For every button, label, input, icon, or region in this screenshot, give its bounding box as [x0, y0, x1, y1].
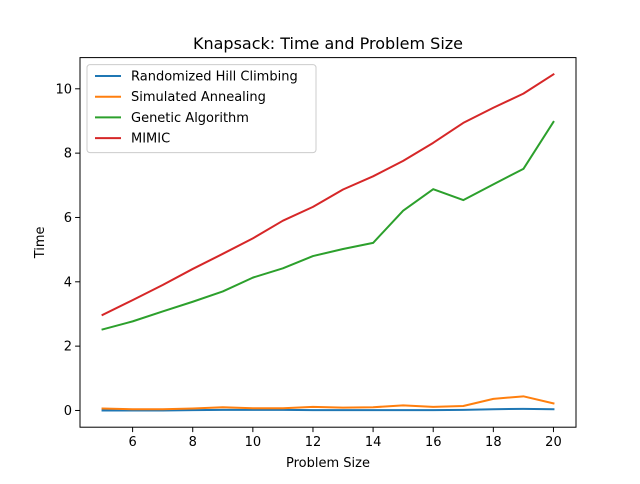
legend-label-0: Randomized Hill Climbing: [131, 70, 298, 85]
y-tick-label: 8: [64, 147, 72, 162]
x-tick-label: 12: [305, 435, 322, 450]
series-line-3: [101, 72, 555, 317]
series-line-0: [101, 407, 555, 412]
y-tick-label: 4: [64, 275, 72, 290]
x-tick-label: 10: [245, 435, 262, 450]
y-axis-ticks: 0 2 4 6 8 10: [55, 82, 80, 419]
series-line-2: [101, 120, 555, 331]
x-tick-label: 18: [485, 435, 502, 450]
legend-label-1: Simulated Annealing: [131, 90, 266, 105]
y-tick-label: 2: [64, 340, 72, 355]
series-line-1: [101, 395, 555, 411]
x-axis-label: Problem Size: [286, 456, 370, 471]
x-axis-ticks: 6 8 10 12 14 16 18 20: [128, 427, 562, 450]
y-tick-label: 10: [55, 82, 72, 97]
legend: Randomized Hill Climbing Simulated Anneal…: [86, 64, 317, 154]
y-axis-label: Time: [33, 226, 48, 259]
x-tick-label: 14: [365, 435, 382, 450]
x-tick-label: 8: [189, 435, 197, 450]
plot-area: 6 8 10 12 14 16 18 20 0 2 4 6 8 10: [55, 57, 577, 450]
legend-box: [86, 64, 317, 154]
chart-title: Knapsack: Time and Problem Size: [193, 34, 463, 53]
legend-label-3: MIMIC: [131, 132, 170, 147]
x-tick-label: 16: [425, 435, 442, 450]
series-layer: [101, 72, 555, 412]
x-tick-label: 6: [128, 435, 136, 450]
y-tick-label: 6: [64, 211, 72, 226]
legend-items: Randomized Hill Climbing Simulated Anneal…: [95, 70, 298, 147]
legend-label-2: Genetic Algorithm: [131, 111, 249, 126]
y-tick-label: 0: [64, 404, 72, 419]
axes-frame: [79, 57, 577, 428]
x-tick-label: 20: [545, 435, 562, 450]
